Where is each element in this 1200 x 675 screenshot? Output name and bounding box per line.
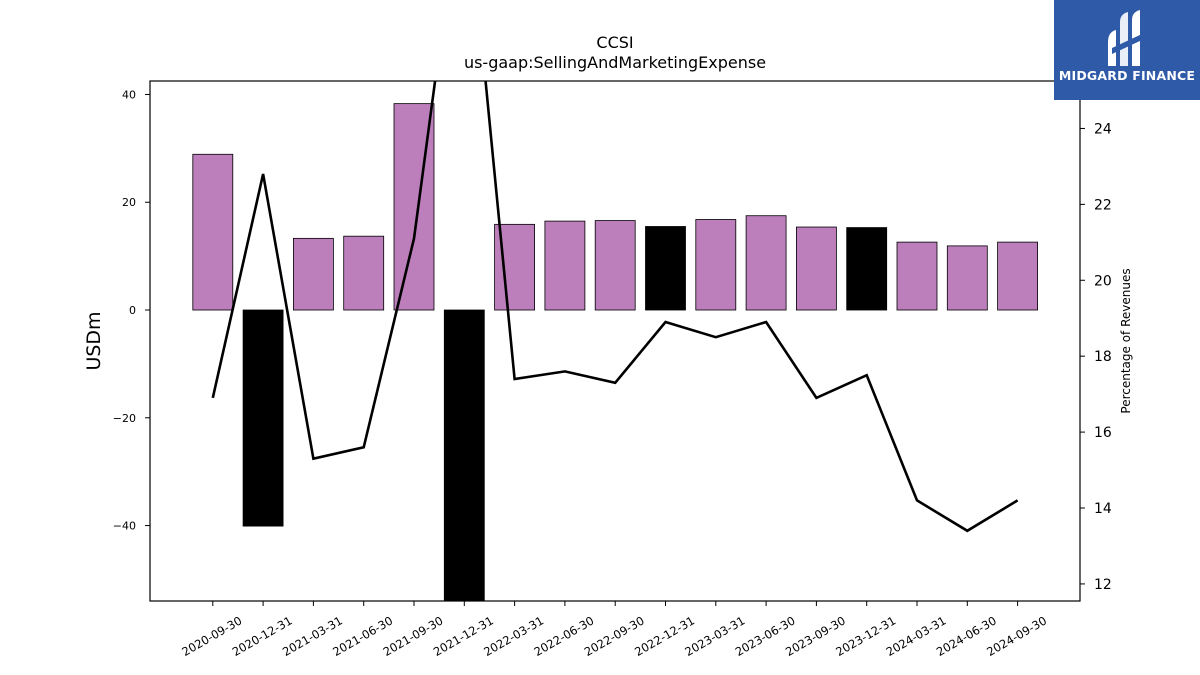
y2-tick-label: 14 xyxy=(1094,501,1112,517)
midgard-finance-logo: MIDGARD FINANCE xyxy=(1054,0,1200,100)
y2-tick-label: 12 xyxy=(1094,577,1112,593)
y-tick-label: 20 xyxy=(122,196,136,209)
bar xyxy=(594,220,636,311)
bar-series xyxy=(192,103,1038,601)
y-axis-label: USDm xyxy=(83,311,105,370)
bar xyxy=(544,220,586,311)
line-path xyxy=(211,81,1019,533)
bar xyxy=(997,241,1038,311)
y2-tick-label: 22 xyxy=(1094,197,1112,213)
tick-labels: −40−2002040121416182022242020-09-302020-… xyxy=(113,88,1112,659)
y2-axis-label: Percentage of Revenues xyxy=(1119,268,1133,413)
plot-frame xyxy=(149,80,1081,602)
y2-tick-label: 16 xyxy=(1094,425,1112,441)
logo-mark-icon xyxy=(1108,10,1142,66)
y-tick-label: 40 xyxy=(122,88,136,101)
bar xyxy=(443,309,485,601)
y2-tick-label: 24 xyxy=(1094,121,1112,137)
logo-text: MIDGARD FINANCE xyxy=(1058,68,1196,83)
bar xyxy=(242,309,284,527)
bar xyxy=(796,226,837,311)
y2-tick-label: 18 xyxy=(1094,349,1112,365)
bar xyxy=(745,215,787,311)
bar xyxy=(946,245,988,311)
bar xyxy=(645,226,686,311)
bar xyxy=(846,227,888,311)
line-series xyxy=(211,81,1019,533)
bar xyxy=(343,235,385,311)
bar xyxy=(192,153,234,311)
bar xyxy=(896,241,938,311)
y-tick-label: −40 xyxy=(113,520,136,533)
chart-title: CCSI xyxy=(596,33,633,52)
bar xyxy=(292,237,334,311)
y2-tick-label: 20 xyxy=(1094,273,1112,289)
y-tick-label: 0 xyxy=(129,304,136,317)
y-tick-label: −20 xyxy=(113,412,136,425)
chart-subtitle: us-gaap:SellingAndMarketingExpense xyxy=(464,53,766,72)
bar xyxy=(695,219,737,311)
axes xyxy=(145,80,1085,606)
